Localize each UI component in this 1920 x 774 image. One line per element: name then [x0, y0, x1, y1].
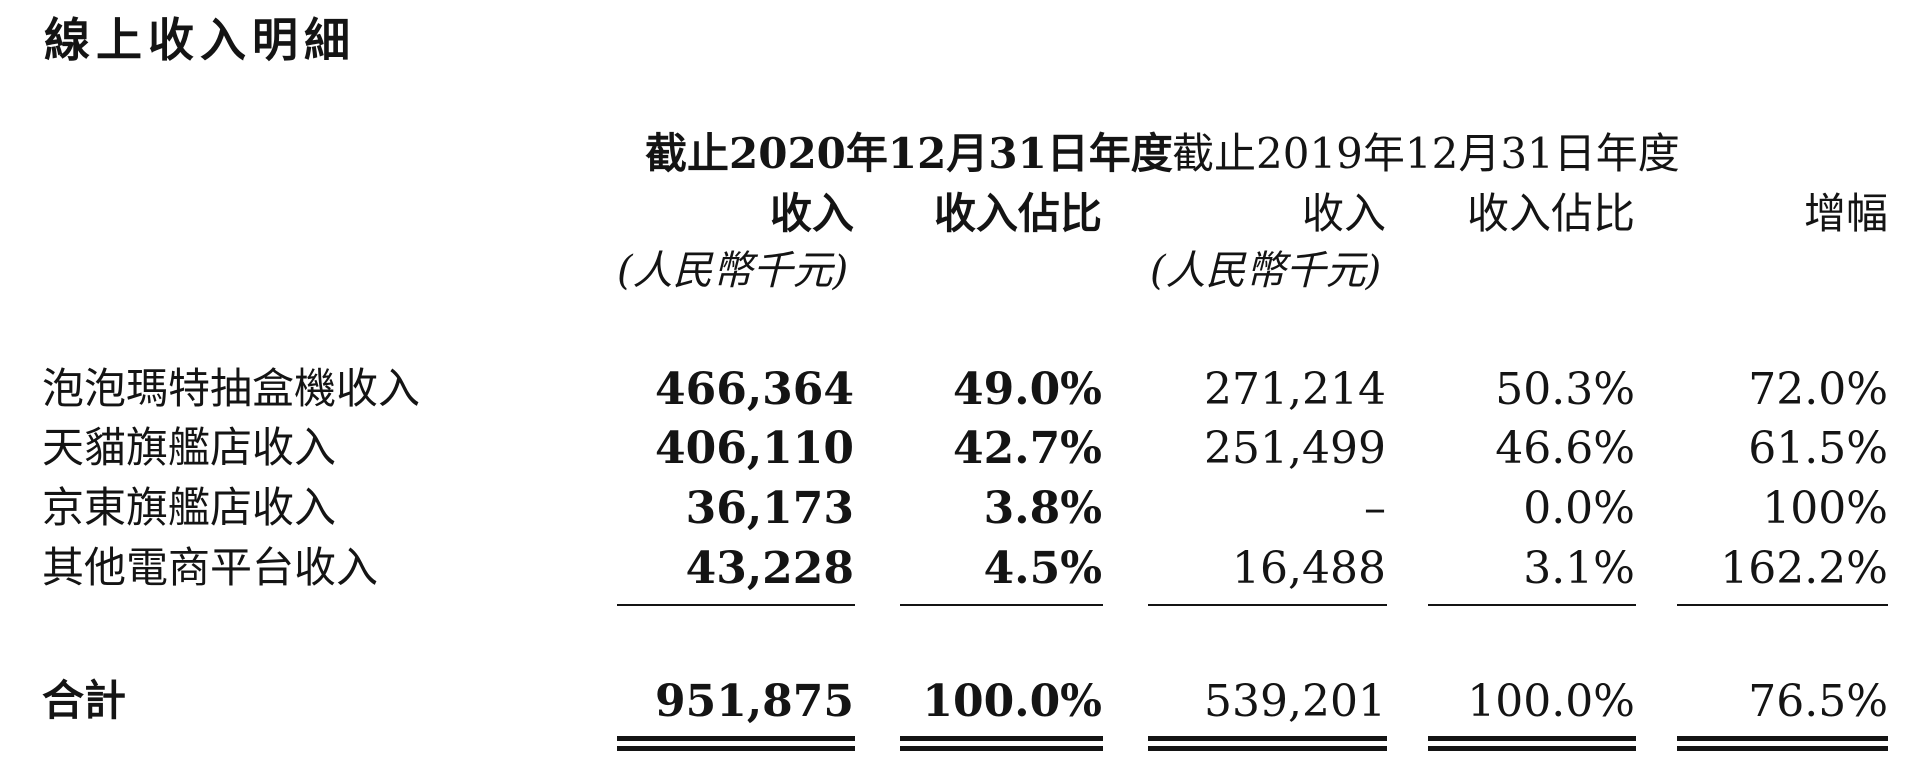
col-revenue-2020: 收入: [769, 189, 854, 238]
rev-2019: 251,499: [1204, 423, 1386, 474]
total-double-rule: [1148, 736, 1387, 741]
growth: 162.2%: [1720, 543, 1888, 594]
period-header-2020: 截止2020年12月31日年度: [645, 129, 1173, 178]
growth: 100%: [1762, 483, 1888, 534]
total-double-rule: [1677, 736, 1888, 741]
row-label: 天貓旗艦店收入: [42, 423, 337, 472]
subtotal-rule: [617, 604, 855, 606]
row-label: 京東旗艦店收入: [42, 483, 337, 532]
total-rev-2020: 951,875: [654, 676, 854, 727]
growth: 72.0%: [1748, 364, 1888, 415]
rev-2020: 36,173: [685, 483, 854, 534]
subtotal-rule: [900, 604, 1103, 606]
share-2019: 50.3%: [1495, 364, 1635, 415]
subtotal-rule: [1428, 604, 1636, 606]
share-2020: 4.5%: [983, 543, 1102, 594]
col-share-2019: 收入佔比: [1466, 189, 1635, 238]
growth: 61.5%: [1748, 423, 1888, 474]
col-revenue-2019: 收入: [1301, 189, 1386, 238]
rev-2019: 16,488: [1232, 543, 1386, 594]
total-share-2020: 100.0%: [922, 676, 1102, 727]
total-double-rule: [617, 746, 855, 751]
total-double-rule: [1428, 736, 1636, 741]
unit-2020: (人民幣千元): [617, 248, 849, 294]
total-double-rule: [900, 746, 1103, 751]
total-double-rule: [900, 736, 1103, 741]
total-rev-2019: 539,201: [1204, 676, 1386, 727]
rev-2020: 406,110: [654, 423, 854, 474]
total-label: 合計: [42, 676, 127, 725]
share-2020: 42.7%: [953, 423, 1102, 474]
row-label: 泡泡瑪特抽盒機收入: [42, 364, 421, 413]
total-double-rule: [1428, 746, 1636, 751]
unit-2019: (人民幣千元): [1150, 248, 1382, 294]
total-share-2019: 100.0%: [1467, 676, 1635, 727]
total-double-rule: [617, 736, 855, 741]
rev-2020: 43,228: [685, 543, 854, 594]
share-2019: 0.0%: [1523, 483, 1635, 534]
share-2019: 3.1%: [1523, 543, 1635, 594]
rev-2019: 271,214: [1204, 364, 1386, 415]
row-label: 其他電商平台收入: [42, 543, 379, 592]
rev-2019: –: [1364, 483, 1386, 534]
col-growth: 增幅: [1803, 189, 1888, 238]
col-share-2020: 收入佔比: [933, 189, 1102, 238]
total-double-rule: [1677, 746, 1888, 751]
rev-2020: 466,364: [654, 364, 854, 415]
total-growth: 76.5%: [1748, 676, 1888, 727]
total-double-rule: [1148, 746, 1387, 751]
subtotal-rule: [1677, 604, 1888, 606]
share-2020: 3.8%: [983, 483, 1102, 534]
page-title: 線上收入明細: [44, 13, 356, 67]
share-2019: 46.6%: [1495, 423, 1635, 474]
period-header-2019: 截止2019年12月31日年度: [1172, 129, 1680, 178]
share-2020: 49.0%: [953, 364, 1102, 415]
subtotal-rule: [1148, 604, 1387, 606]
